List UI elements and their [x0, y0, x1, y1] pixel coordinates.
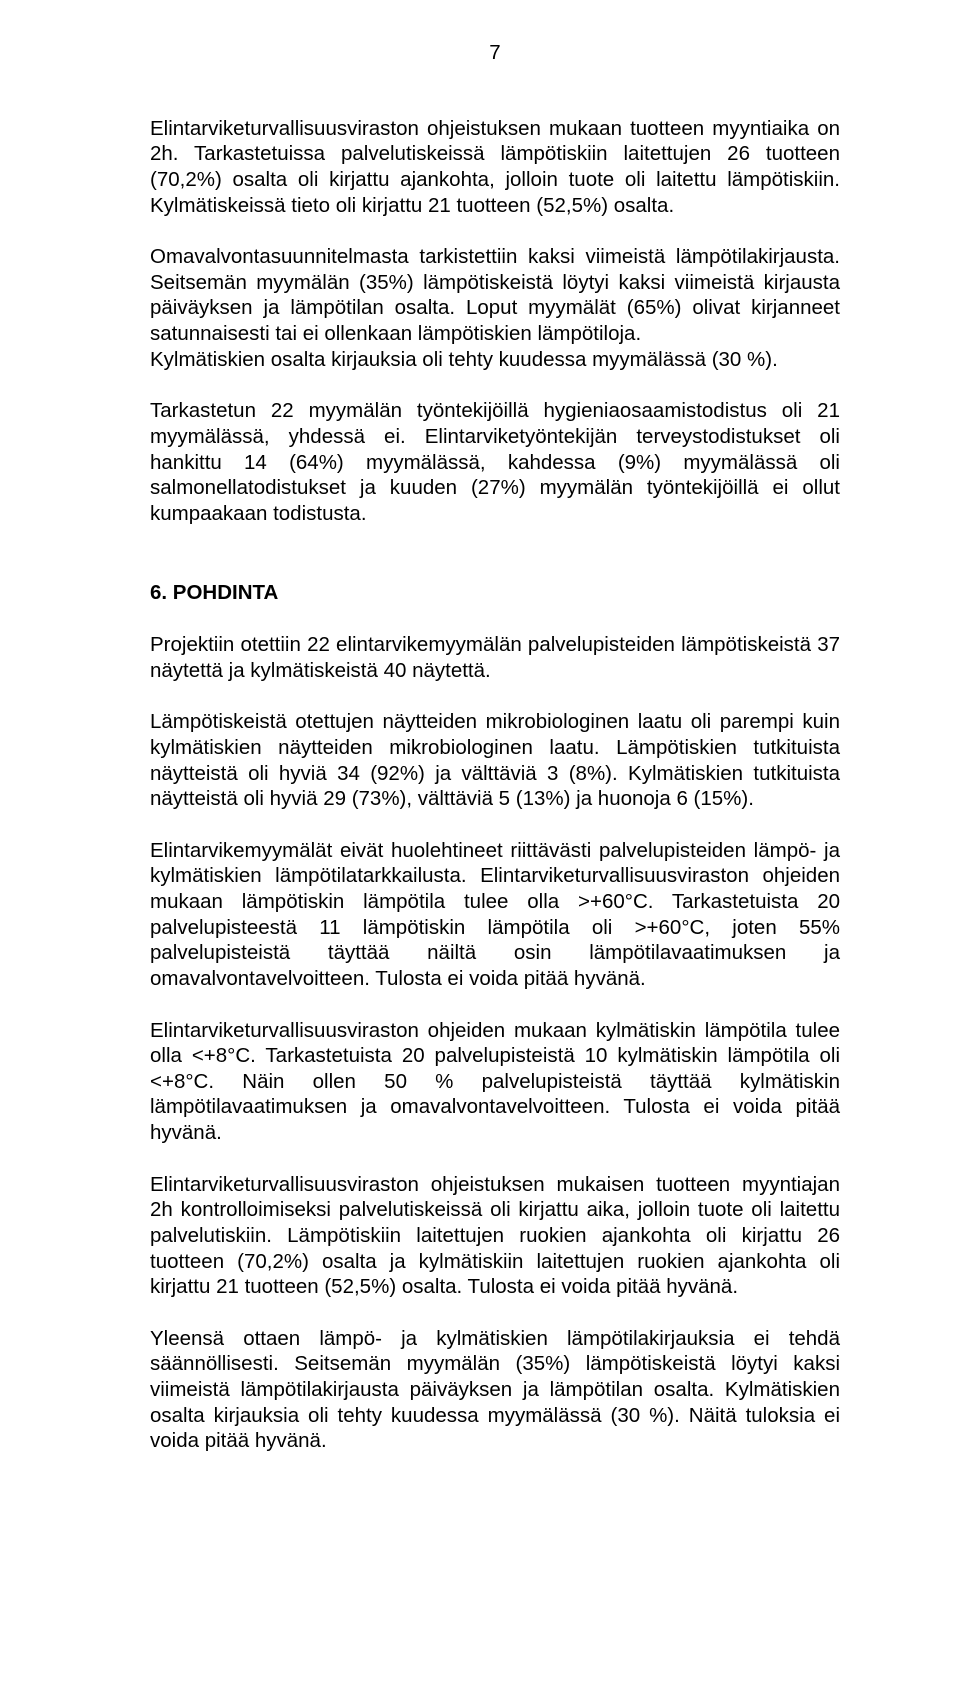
document-page: 7 Elintarviketurvallisuusviraston ohjeis…	[0, 0, 960, 1702]
body-paragraph: Elintarviketurvallisuusviraston ohjeistu…	[150, 116, 840, 219]
body-paragraph: Tarkastetun 22 myymälän työntekijöillä h…	[150, 398, 840, 526]
body-paragraph: Projektiin otettiin 22 elintarvikemyymäl…	[150, 632, 840, 683]
page-number: 7	[150, 40, 840, 66]
body-paragraph: Elintarviketurvallisuusviraston ohjeiden…	[150, 1018, 840, 1146]
body-paragraph: Elintarviketurvallisuusviraston ohjeistu…	[150, 1172, 840, 1300]
body-paragraph: Lämpötiskeistä otettujen näytteiden mikr…	[150, 709, 840, 812]
body-paragraph: Yleensä ottaen lämpö- ja kylmätiskien lä…	[150, 1326, 840, 1454]
section-heading: 6. POHDINTA	[150, 580, 840, 606]
body-paragraph: Omavalvontasuunnitelmasta tarkistettiin …	[150, 244, 840, 347]
body-paragraph: Elintarvikemyymälät eivät huolehtineet r…	[150, 838, 840, 992]
body-paragraph: Kylmätiskien osalta kirjauksia oli tehty…	[150, 347, 840, 373]
